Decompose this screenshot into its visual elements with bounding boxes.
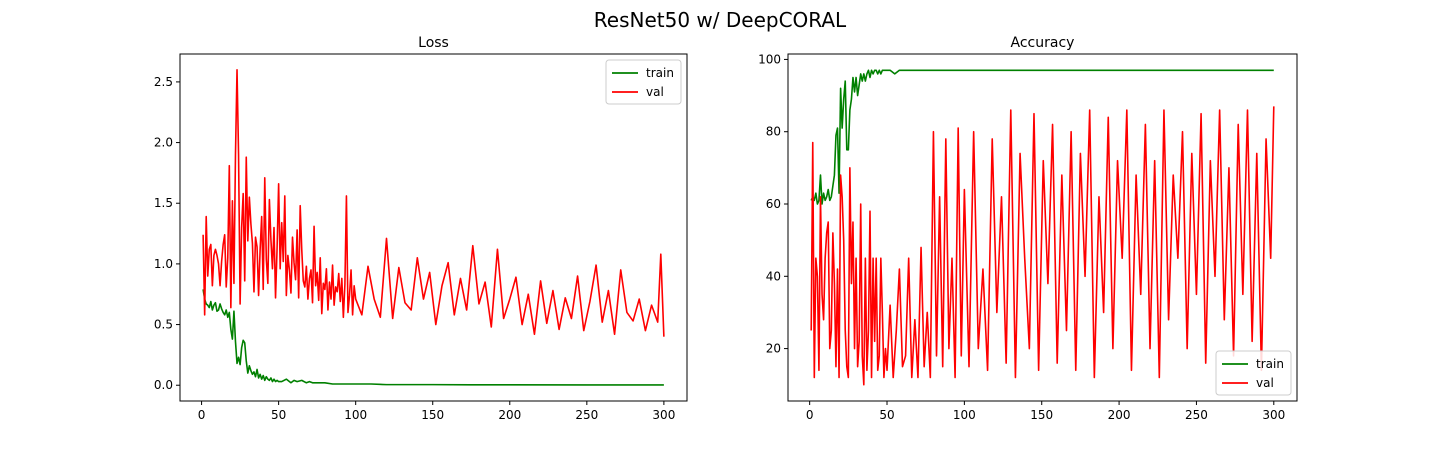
loss-panel: Loss 0 50 100 150 200 250 300 0.0 0.5 1.0 1.5 2.0 2.5… xyxy=(154,35,688,422)
accuracy-y-tick-label: 40 xyxy=(766,269,781,283)
accuracy-x-tick-label: 300 xyxy=(1262,408,1285,422)
accuracy-legend: train val xyxy=(1215,350,1292,396)
accuracy-y-tick-label: 60 xyxy=(766,197,781,211)
accuracy-legend-label-val: val xyxy=(1256,376,1274,390)
loss-y-tick-label: 2.5 xyxy=(154,75,173,89)
figure-title: ResNet50 w/ DeepCORAL xyxy=(594,8,847,32)
loss-y-tick-label: 0.0 xyxy=(154,378,173,392)
accuracy-chart-title: Accuracy xyxy=(1011,35,1075,51)
loss-x-tick-label: 250 xyxy=(575,408,598,422)
loss-legend-label-val: val xyxy=(646,85,664,99)
loss-legend-label-train: train xyxy=(646,66,674,80)
accuracy-y-tick-label: 80 xyxy=(766,125,781,139)
loss-x-tick-label: 150 xyxy=(421,408,444,422)
loss-axes-frame xyxy=(179,53,688,402)
accuracy-legend-box xyxy=(1215,350,1292,396)
loss-x-tick-label: 50 xyxy=(271,408,286,422)
loss-chart-title: Loss xyxy=(418,35,449,51)
loss-series-val-line xyxy=(202,68,665,337)
accuracy-x-tick-label: 200 xyxy=(1108,408,1131,422)
accuracy-x-tick-label: 250 xyxy=(1185,408,1208,422)
accuracy-series-train-line xyxy=(810,69,1274,205)
loss-x-tick-label: 200 xyxy=(498,408,521,422)
loss-y-tick-label: 0.5 xyxy=(154,318,173,332)
loss-legend: train val xyxy=(605,59,682,105)
loss-y-tick-label: 2.0 xyxy=(154,136,173,150)
accuracy-legend-label-train: train xyxy=(1256,357,1284,371)
loss-x-tick-label: 0 xyxy=(198,408,206,422)
loss-legend-box xyxy=(605,59,682,105)
accuracy-panel: Accuracy 0 50 100 150 200 250 300 20 40 60 80 100 tra… xyxy=(758,35,1298,422)
loss-y-tick-label: 1.0 xyxy=(154,257,173,271)
loss-x-tick-label: 100 xyxy=(344,408,367,422)
loss-series-train-line xyxy=(202,289,664,386)
loss-x-tick-label: 300 xyxy=(652,408,675,422)
accuracy-x-tick-label: 50 xyxy=(879,408,894,422)
accuracy-y-tick-label: 100 xyxy=(758,52,781,66)
accuracy-y-tick-label: 20 xyxy=(766,342,781,356)
accuracy-series-val-line xyxy=(810,106,1275,386)
loss-y-tick-label: 1.5 xyxy=(154,196,173,210)
accuracy-axes-frame xyxy=(787,53,1298,402)
accuracy-x-tick-label: 100 xyxy=(953,408,976,422)
accuracy-x-tick-label: 150 xyxy=(1030,408,1053,422)
accuracy-x-tick-label: 0 xyxy=(806,408,814,422)
